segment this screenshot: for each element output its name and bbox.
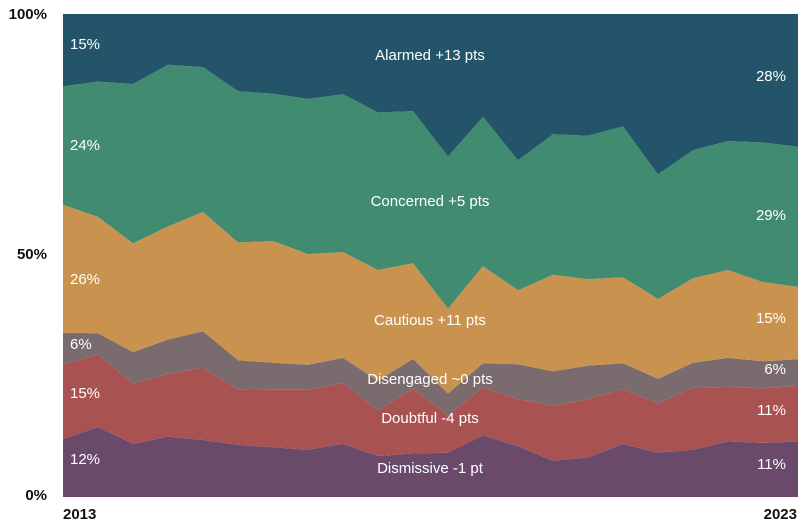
area-6	[63, 14, 798, 175]
area-layers	[63, 14, 798, 497]
end-value-label-3: 6%	[764, 361, 786, 378]
y-tick-label-0: 0%	[25, 487, 47, 504]
end-value-label-1: 11%	[757, 456, 786, 473]
area-labels: Dismissive -1 pt 12% 11% Doubtful -4 pts 15%…	[70, 36, 786, 477]
series-label-4: Cautious +11 pts	[374, 312, 486, 329]
x-tick-label-end: 2023	[764, 506, 797, 523]
series-label-3: Disengaged ~0 pts	[367, 371, 493, 388]
area-2	[63, 354, 798, 461]
start-value-label-3: 6%	[70, 336, 92, 353]
x-tick-label-start: 2013	[63, 506, 96, 523]
series-label-2: Doubtful -4 pts	[381, 410, 479, 427]
area-4	[63, 204, 798, 394]
end-value-label-5: 29%	[756, 207, 786, 224]
end-value-label-4: 15%	[756, 310, 786, 327]
series-label-5: Concerned +5 pts	[371, 193, 490, 210]
start-value-label-6: 15%	[70, 36, 100, 53]
area-3	[63, 331, 798, 416]
y-tick-label-50: 50%	[17, 246, 47, 263]
series-label-6: Alarmed +13 pts	[375, 47, 485, 64]
axes: 100% 50% 0% 2013 2023	[9, 6, 797, 523]
area-1	[63, 427, 798, 497]
end-value-label-6: 28%	[756, 68, 786, 85]
area-5	[63, 64, 798, 309]
y-tick-label-100: 100%	[9, 6, 47, 23]
series-label-1: Dismissive -1 pt	[377, 460, 484, 477]
start-value-label-1: 12%	[70, 451, 100, 468]
end-value-label-2: 11%	[757, 402, 786, 419]
start-value-label-2: 15%	[70, 385, 100, 402]
start-value-label-5: 24%	[70, 137, 100, 154]
start-value-label-4: 26%	[70, 271, 100, 288]
